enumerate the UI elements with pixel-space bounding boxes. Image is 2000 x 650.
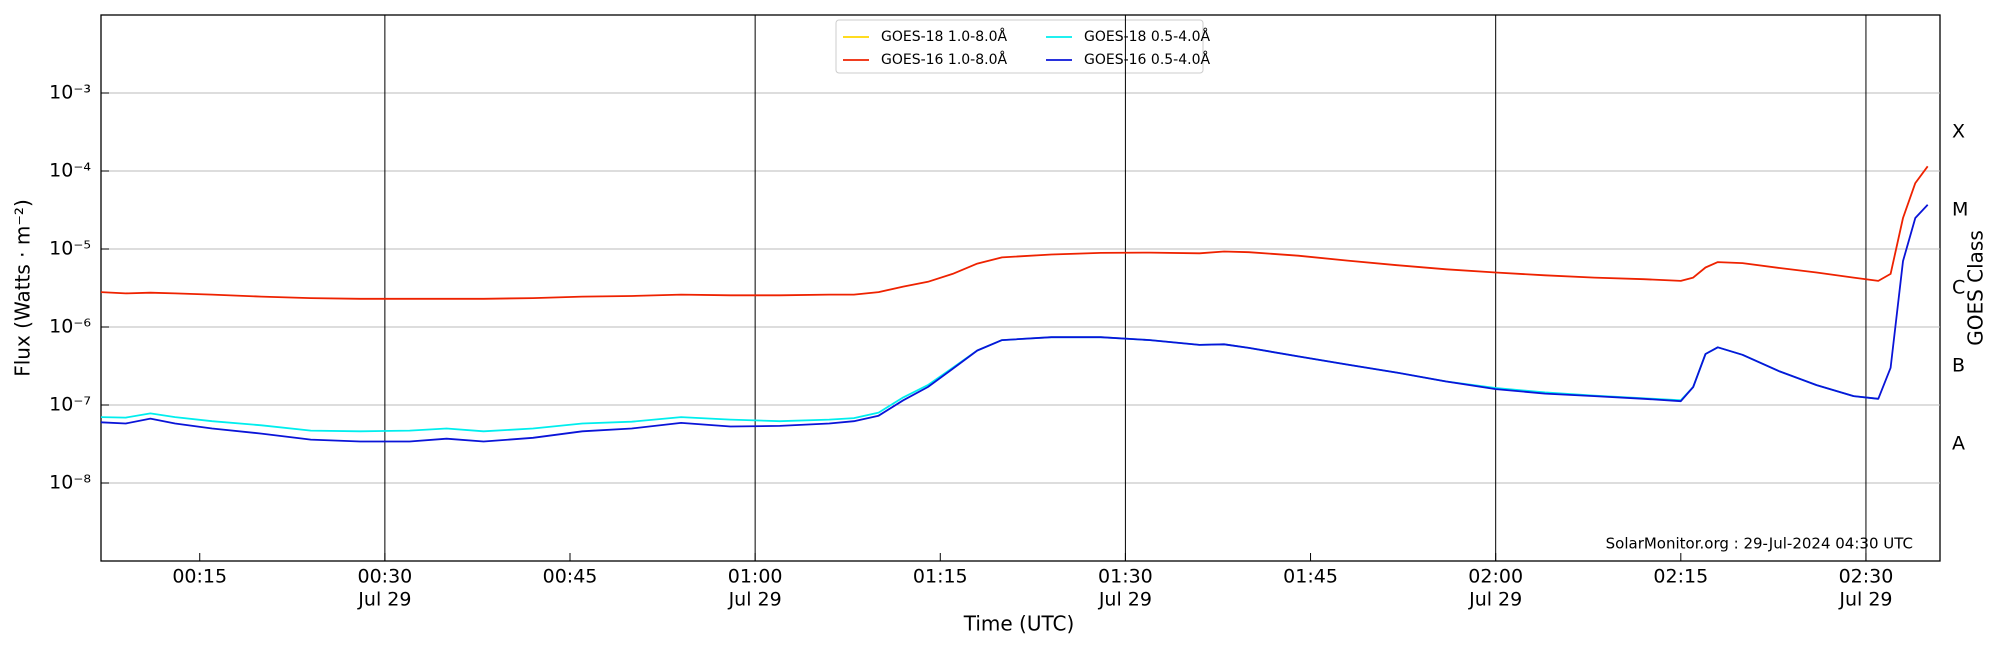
legend-label: GOES-16 0.5-4.0Å bbox=[1084, 51, 1210, 68]
y2-tick-label: X bbox=[1952, 121, 1965, 143]
legend-label: GOES-18 0.5-4.0Å bbox=[1084, 28, 1210, 45]
y-tick-label: 10⁻³ bbox=[49, 82, 91, 104]
y-tick-label: 10⁻⁵ bbox=[49, 238, 91, 260]
x-tick-label: 00:30 bbox=[357, 566, 412, 588]
x-tick-sublabel: Jul 29 bbox=[1098, 589, 1152, 611]
y-tick-label: 10⁻⁸ bbox=[49, 472, 91, 494]
x-tick-sublabel: Jul 29 bbox=[357, 589, 411, 611]
y2-tick-label: C bbox=[1952, 277, 1965, 299]
x-tick-label: 02:15 bbox=[1653, 566, 1708, 588]
plot-frame bbox=[100, 14, 1941, 562]
y-tick-label: 10⁻⁶ bbox=[49, 316, 91, 338]
legend-box bbox=[835, 19, 1204, 74]
x-tick-sublabel: Jul 29 bbox=[1838, 589, 1892, 611]
y-tick-label: 10⁻⁴ bbox=[49, 160, 91, 182]
y2-tick-label: B bbox=[1952, 355, 1965, 377]
series-line bbox=[100, 204, 1929, 443]
x-tick-label: 01:15 bbox=[913, 566, 968, 588]
x-tick-sublabel: Jul 29 bbox=[728, 589, 782, 611]
series-line bbox=[100, 336, 1879, 433]
x-tick-label: 01:45 bbox=[1283, 566, 1338, 588]
x-tick-label: 02:00 bbox=[1468, 566, 1523, 588]
x-tick-label: 01:30 bbox=[1098, 566, 1153, 588]
legend-label: GOES-16 1.0-8.0Å bbox=[881, 51, 1007, 68]
x-tick-label: 00:45 bbox=[543, 566, 598, 588]
y2-axis-label: GOES Class bbox=[1964, 230, 1988, 346]
x-tick-label: 00:15 bbox=[172, 566, 227, 588]
x-axis-label: Time (UTC) bbox=[963, 612, 1075, 636]
y-tick-label: 10⁻⁷ bbox=[49, 394, 91, 416]
x-tick-sublabel: Jul 29 bbox=[1468, 589, 1522, 611]
y-axis-label: Flux (Watts · m⁻²) bbox=[11, 199, 35, 377]
x-tick-label: 01:00 bbox=[728, 566, 783, 588]
x-tick-label: 02:30 bbox=[1839, 566, 1894, 588]
y2-tick-label: M bbox=[1952, 199, 1968, 221]
legend-label: GOES-18 1.0-8.0Å bbox=[881, 28, 1007, 45]
annotation: SolarMonitor.org : 29-Jul-2024 04:30 UTC bbox=[1606, 535, 1913, 553]
y2-tick-label: A bbox=[1952, 433, 1965, 455]
series-line bbox=[100, 165, 1929, 300]
